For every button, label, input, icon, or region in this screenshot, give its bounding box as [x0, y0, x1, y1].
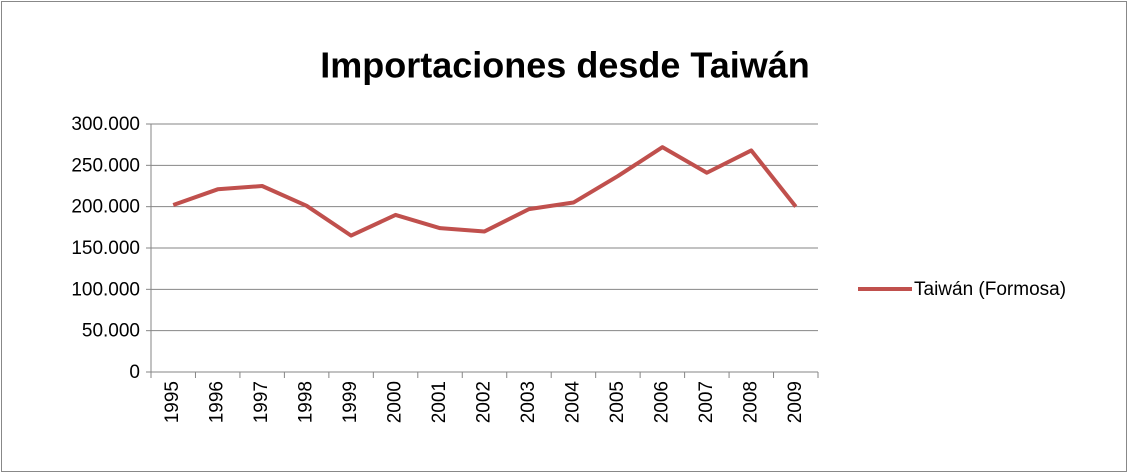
x-tick-label: 2001 — [429, 381, 450, 423]
x-tick-label: 2002 — [474, 381, 495, 423]
y-tick-label: 150.000 — [71, 238, 140, 259]
x-tick-label: 2000 — [385, 381, 406, 423]
y-tick-label: 50.000 — [82, 321, 140, 342]
legend-label: Taiwán (Formosa) — [914, 279, 1066, 300]
x-tick-label: 1995 — [162, 381, 183, 423]
y-tick-label: 0 — [129, 362, 140, 383]
x-tick-label: 2005 — [607, 381, 628, 423]
x-tick-label: 1999 — [340, 381, 361, 423]
x-tick-label: 2008 — [740, 381, 761, 423]
x-tick-label: 1997 — [251, 381, 272, 423]
y-tick-label: 300.000 — [71, 114, 140, 135]
y-tick-label: 100.000 — [71, 279, 140, 300]
y-tick-label: 200.000 — [71, 197, 140, 218]
y-tick-label: 250.000 — [71, 155, 140, 176]
x-tick-label: 2003 — [518, 381, 539, 423]
x-tick-label: 2006 — [651, 381, 672, 423]
x-tick-label: 2009 — [785, 381, 806, 423]
x-tick-label: 2007 — [696, 381, 717, 423]
series-line — [172, 145, 798, 238]
x-tick-label: 1998 — [296, 381, 317, 423]
x-tick-label: 1996 — [207, 381, 228, 423]
chart-title: Importaciones desde Taiwán — [320, 45, 809, 86]
x-tick-label: 2004 — [562, 381, 583, 424]
